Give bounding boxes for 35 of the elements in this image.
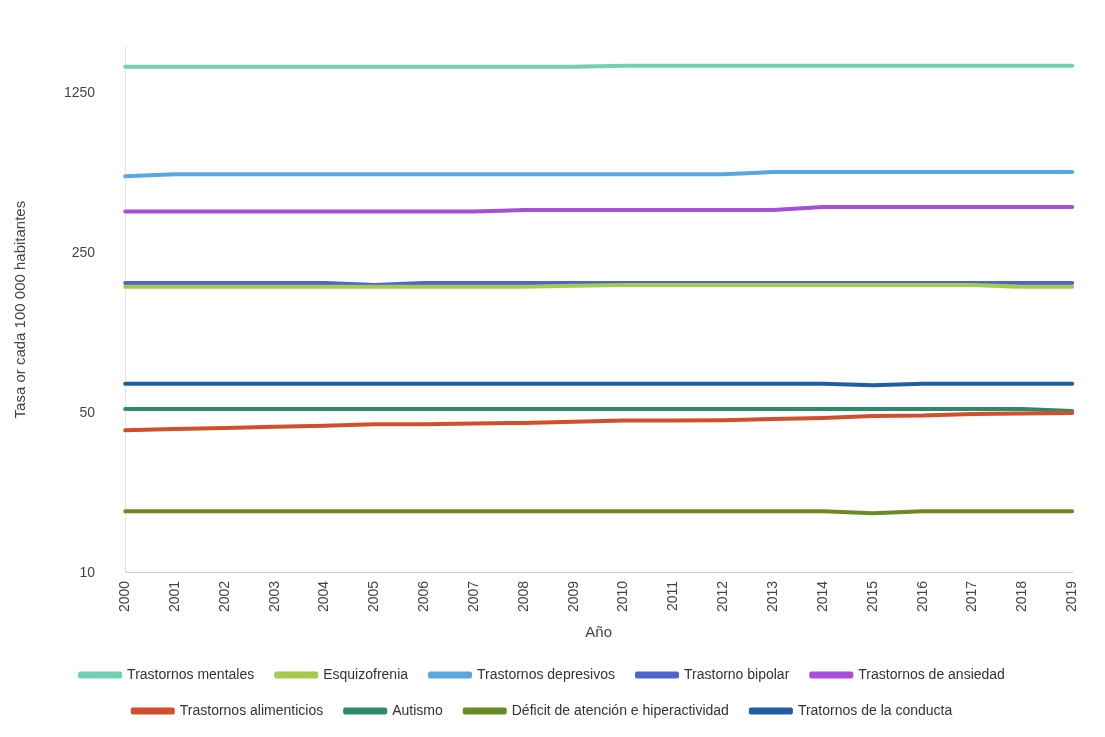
y-axis-title: Tasa or cada 100 000 habitantes: [11, 200, 29, 419]
x-tick-label: 2007: [464, 580, 481, 613]
y-tick-label: 1250: [63, 83, 96, 100]
legend-label: Autismo: [392, 701, 443, 718]
x-tick-label: 2018: [1013, 580, 1030, 613]
y-tick-label: 250: [71, 243, 96, 260]
legend-label: Trastornos mentales: [127, 665, 255, 682]
x-tick-label: 2014: [813, 580, 830, 613]
legend-label: Trastorno bipolar: [684, 665, 790, 682]
x-axis-title: Año: [585, 623, 613, 641]
x-tick-label: 2002: [215, 580, 232, 613]
x-tick-label: 2019: [1063, 580, 1080, 613]
x-tick-label: 2013: [763, 580, 780, 613]
x-tick-label: 2010: [614, 580, 631, 613]
x-tick-label: 2008: [514, 580, 531, 613]
x-tick-label: 2012: [714, 580, 731, 613]
legend-label: Déficit de atención e hiperactividad: [511, 701, 729, 718]
y-tick-label: 50: [79, 403, 96, 420]
x-tick-label: 2000: [116, 580, 132, 613]
legend-label: Trastornos alimenticios: [179, 701, 324, 718]
x-tick-label: 2009: [564, 580, 581, 613]
x-tick-label: 2004: [315, 580, 332, 613]
y-tick-label: 10: [79, 563, 96, 580]
legend-label: Tratornos de la conducta: [797, 701, 953, 718]
x-tick-label: 2005: [365, 580, 382, 613]
legend-label: Trastornos de ansiedad: [858, 665, 1005, 682]
x-tick-label: 2015: [863, 580, 880, 613]
x-tick-label: 2001: [165, 580, 182, 613]
x-tick-label: 2003: [265, 580, 282, 613]
x-tick-label: 2017: [963, 580, 980, 613]
x-tick-label: 2011: [664, 580, 681, 611]
legend-label: Trastornos depresivos: [477, 665, 616, 682]
legend-label: Esquizofrenia: [323, 665, 409, 682]
x-tick-label: 2006: [415, 580, 432, 613]
x-tick-label: 2016: [913, 580, 930, 613]
